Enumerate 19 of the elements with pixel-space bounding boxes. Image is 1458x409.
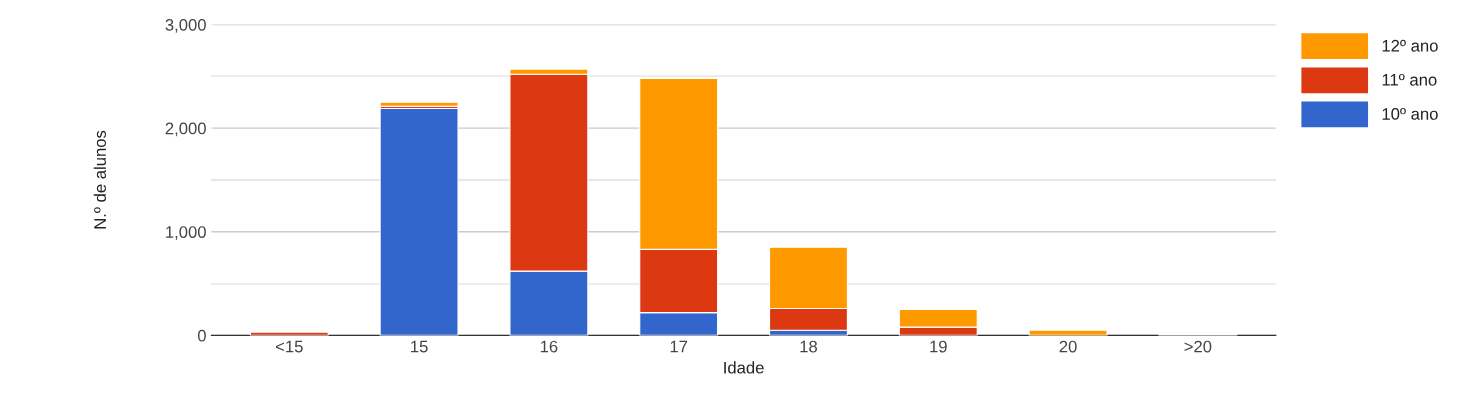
y-tick-label: 1,000 — [166, 226, 206, 240]
bar — [379, 107, 459, 336]
y-axis-title: N.º de alunos — [93, 130, 106, 229]
x-axis-title: Idade — [724, 361, 764, 374]
y-tick-label: 2,000 — [165, 122, 206, 137]
y-tick-label: 3,000 — [165, 18, 206, 33]
x-tick-label: 17 — [670, 340, 688, 353]
x-tick-label: >20 — [1184, 340, 1212, 353]
x-tick-label: <15 — [275, 340, 303, 353]
legend-label: 12º ano — [1382, 39, 1438, 52]
x-tick-label: 20 — [1059, 340, 1077, 353]
y-tick-label: 0 — [197, 329, 206, 342]
x-tick-label: 15 — [411, 340, 428, 353]
legend-label: 11º ano — [1382, 73, 1437, 86]
bar — [379, 101, 459, 107]
x-tick-label: 19 — [930, 340, 947, 353]
x-tick-label: 16 — [540, 340, 558, 353]
legend-label: 10º ano — [1382, 108, 1438, 120]
x-tick-label: 18 — [800, 340, 818, 353]
